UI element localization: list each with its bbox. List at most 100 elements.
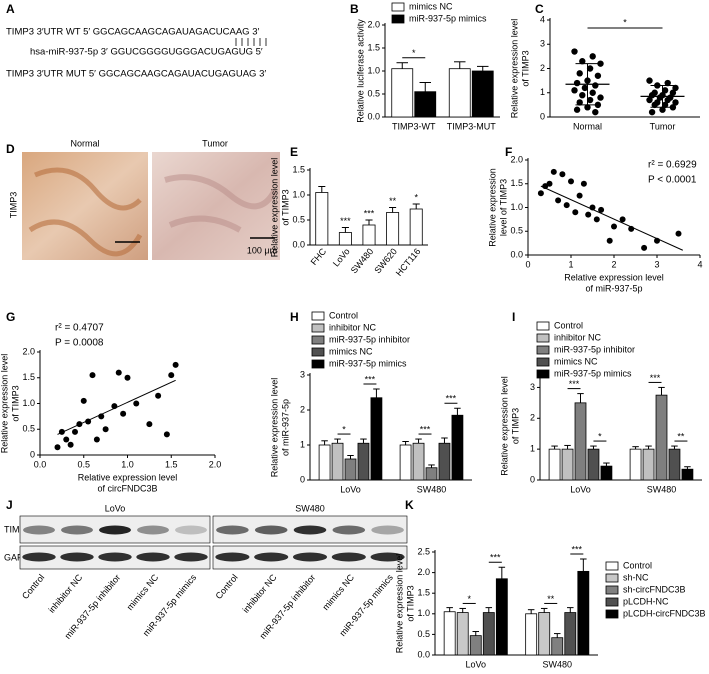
point bbox=[669, 89, 677, 96]
panel-label: C bbox=[535, 2, 544, 16]
x-axis-label: Relative expression level bbox=[564, 272, 664, 282]
y-axis-label: Relative luciferase activity bbox=[355, 19, 365, 123]
point bbox=[563, 202, 570, 209]
x-tick-label: 3 bbox=[654, 259, 659, 269]
point bbox=[675, 230, 682, 237]
point bbox=[579, 58, 586, 65]
legend-swatch bbox=[311, 323, 325, 333]
significance: *** bbox=[490, 553, 501, 563]
point bbox=[572, 209, 579, 216]
row-label: TIMP3 bbox=[8, 192, 18, 219]
legend-label: sh-circFNDC3B bbox=[623, 584, 686, 594]
point bbox=[555, 197, 562, 204]
y-tick-label: 4 bbox=[540, 14, 545, 24]
point bbox=[664, 79, 671, 87]
point bbox=[163, 431, 170, 438]
bar bbox=[587, 448, 600, 481]
point bbox=[124, 374, 131, 381]
bar bbox=[525, 613, 538, 656]
bar bbox=[600, 465, 613, 481]
y-axis-label: Relative expression level bbox=[269, 158, 279, 258]
significance: *** bbox=[365, 374, 376, 384]
y-axis-label: of TIMP3 bbox=[520, 50, 530, 86]
lane-label: Control bbox=[20, 572, 46, 601]
fit-line bbox=[57, 379, 176, 435]
point bbox=[576, 70, 583, 77]
band bbox=[371, 525, 404, 535]
y-tick-label: 0.5 bbox=[417, 629, 430, 639]
bar bbox=[538, 612, 551, 656]
bar bbox=[409, 208, 423, 246]
y-tick-label: 0 bbox=[30, 449, 35, 459]
band bbox=[99, 525, 131, 535]
x-tick-label: TIMP3-WT bbox=[392, 121, 436, 131]
x-tick-label: LoVo bbox=[465, 659, 486, 669]
bar bbox=[362, 224, 376, 246]
legend-swatch bbox=[536, 369, 550, 379]
point bbox=[568, 178, 574, 185]
point bbox=[573, 79, 581, 87]
point bbox=[133, 400, 140, 407]
bar bbox=[681, 468, 694, 481]
y-tick-label: 0.0 bbox=[417, 649, 430, 659]
point bbox=[592, 108, 599, 116]
y-tick-label: 0.0 bbox=[292, 239, 305, 249]
panel-label: K bbox=[405, 498, 414, 512]
legend-swatch bbox=[536, 357, 550, 367]
y-tick-label: 1 bbox=[300, 439, 305, 449]
x-tick-label: SW480 bbox=[542, 659, 572, 669]
significance: * bbox=[467, 594, 471, 604]
point bbox=[102, 426, 109, 433]
point bbox=[619, 216, 626, 223]
x-tick-label: 2 bbox=[611, 259, 616, 269]
significance: *** bbox=[340, 216, 351, 226]
legend-label: inhibitor NC bbox=[329, 322, 377, 332]
point bbox=[576, 192, 583, 199]
point bbox=[672, 99, 679, 106]
legend-label: Control bbox=[623, 560, 652, 570]
y-axis-label: level of TIMP3 bbox=[498, 179, 508, 236]
legend-label: inhibitor NC bbox=[554, 332, 602, 342]
bar bbox=[548, 448, 561, 481]
y-tick-label: 0.5 bbox=[367, 88, 380, 98]
significance: * bbox=[414, 192, 418, 202]
legend-label: mimics NC bbox=[409, 1, 453, 11]
lane-label: inhibitor NC bbox=[46, 572, 84, 615]
point bbox=[584, 104, 591, 111]
significance: *** bbox=[446, 394, 457, 404]
lane-label: mimics NC bbox=[321, 572, 357, 612]
y-tick-label: 0.0 bbox=[367, 111, 380, 121]
band bbox=[332, 525, 366, 535]
bar bbox=[344, 458, 357, 481]
bar bbox=[451, 414, 464, 481]
y-tick-label: 0.5 bbox=[22, 424, 35, 434]
point bbox=[146, 421, 153, 428]
bar bbox=[443, 611, 456, 656]
band bbox=[292, 552, 328, 562]
y-tick-label: 1.0 bbox=[417, 608, 430, 618]
y-tick-label: 2.5 bbox=[417, 546, 430, 556]
point bbox=[571, 87, 578, 94]
x-tick-label: LoVo bbox=[340, 484, 361, 494]
point bbox=[585, 211, 592, 218]
y-axis-label: of TIMP3 bbox=[280, 189, 290, 225]
point bbox=[54, 444, 61, 451]
point bbox=[589, 53, 596, 60]
point bbox=[594, 72, 602, 79]
bar bbox=[391, 68, 414, 118]
x-tick-label: 0.0 bbox=[34, 459, 47, 469]
bar bbox=[338, 232, 352, 246]
legend-swatch bbox=[605, 585, 619, 595]
panel-label: I bbox=[512, 310, 515, 324]
significance: *** bbox=[420, 424, 431, 434]
point bbox=[120, 410, 127, 417]
point bbox=[592, 82, 599, 89]
y-tick-label: 0 bbox=[300, 474, 305, 484]
bar bbox=[357, 442, 370, 481]
y-axis-label: Relative expression level bbox=[269, 378, 279, 478]
y-axis-label: of miR-937-5p bbox=[280, 399, 290, 456]
point bbox=[598, 206, 605, 213]
y-tick-label: 2.0 bbox=[417, 567, 430, 577]
scale-label: 100 μm bbox=[247, 245, 277, 255]
